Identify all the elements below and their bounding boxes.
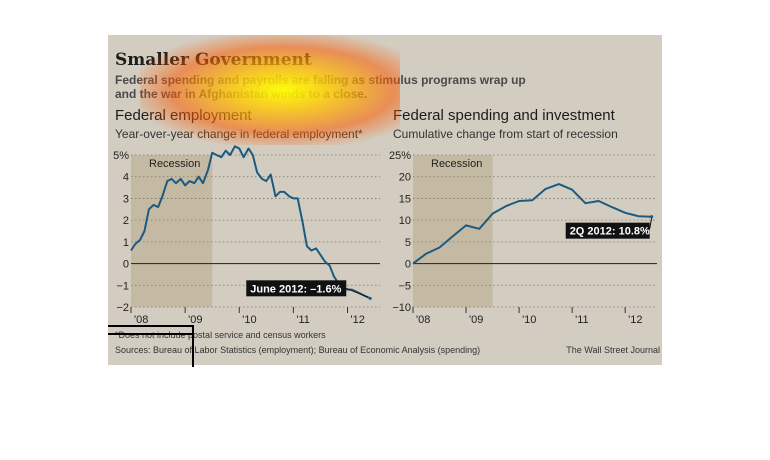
callout-box xyxy=(246,280,347,297)
sources: Sources: Bureau of Labor Statistics (emp… xyxy=(115,345,481,355)
series-end-point xyxy=(650,215,654,219)
callout-box xyxy=(565,222,650,239)
y-tick-label: 1 xyxy=(123,237,129,249)
annotation-line xyxy=(108,325,193,327)
x-tick-label: '11 xyxy=(575,314,589,326)
y-tick-label: −10 xyxy=(392,302,411,314)
y-tick-label: −1 xyxy=(116,280,129,292)
series-line xyxy=(412,183,652,265)
y-tick-label: 20 xyxy=(399,172,411,184)
y-tick-label: 3 xyxy=(123,193,129,205)
y-tick-label: 10 xyxy=(399,215,411,227)
callout-leader xyxy=(649,217,653,229)
x-tick-label: '10 xyxy=(522,314,536,326)
y-tick-label: −5 xyxy=(398,280,411,292)
y-tick-label: 2 xyxy=(123,215,129,227)
y-tick-label: 0 xyxy=(123,259,129,271)
y-tick-label: −2 xyxy=(116,302,129,314)
x-tick-label: '08 xyxy=(134,314,148,326)
x-tick-label: '12 xyxy=(351,314,365,326)
y-tick-label: 5 xyxy=(405,237,411,249)
x-tick-label: '09 xyxy=(469,314,483,326)
x-tick-label: '12 xyxy=(628,314,642,326)
callout-label: 2Q 2012: 10.8% xyxy=(570,226,650,238)
recession-label: Recession xyxy=(149,158,200,170)
x-tick-label: '10 xyxy=(242,314,256,326)
y-tick-label: 4 xyxy=(123,172,129,184)
chart-0: Recession 5% 4 3 2 1 0 −1 −2 '08 '09 '10 '11 '12 June … xyxy=(113,145,380,326)
x-tick-label: '08 xyxy=(416,314,430,326)
y-tick-label: 5% xyxy=(113,150,129,162)
recession-label: Recession xyxy=(431,158,482,170)
y-tick-label: 25% xyxy=(389,150,411,162)
recession-band xyxy=(413,155,493,307)
spending-chart-subtitle: Cumulative change from start of recessio… xyxy=(393,127,618,141)
chart-1: Recession 25% 20 15 10 5 0 −5 −10 '08 '09 '10 '11 '12… xyxy=(389,150,657,326)
callout-label: June 2012: –1.6% xyxy=(250,283,341,295)
x-tick-label: '09 xyxy=(188,314,202,326)
spending-chart-title: Federal spending and investment xyxy=(393,107,615,124)
callout-leader xyxy=(346,287,369,298)
series-end-point xyxy=(368,296,372,300)
annotation-line xyxy=(108,333,193,335)
x-tick-label: '11 xyxy=(296,314,310,326)
y-tick-label: 0 xyxy=(405,259,411,271)
y-tick-label: 15 xyxy=(399,193,411,205)
annotation-line xyxy=(192,325,194,367)
credit: The Wall Street Journal xyxy=(566,345,660,355)
footnote: *Does not include postal service and cen… xyxy=(115,330,326,340)
series-line xyxy=(130,145,371,300)
